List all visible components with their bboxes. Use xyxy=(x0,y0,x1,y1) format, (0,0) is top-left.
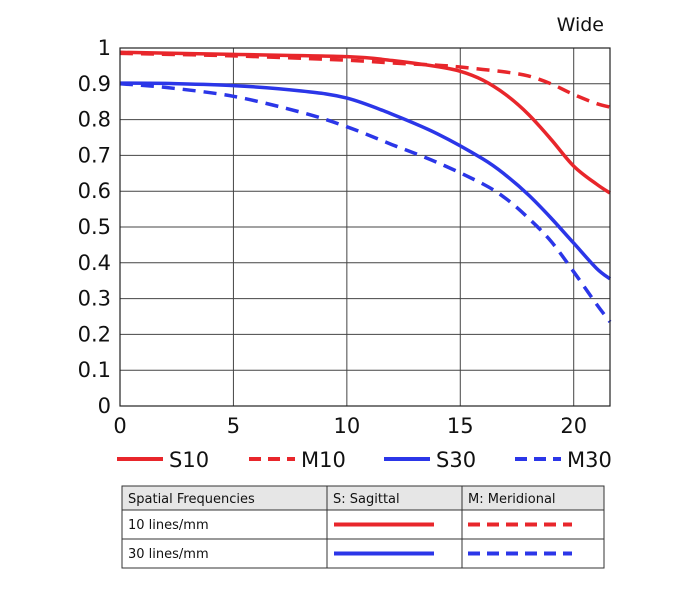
key-table-border xyxy=(121,485,605,569)
legend: S10 M10 S30 M30 xyxy=(117,448,612,472)
x-tick-label: 15 xyxy=(447,414,474,438)
grid xyxy=(120,48,610,406)
y-tick-label: 1 xyxy=(98,36,111,60)
chart-title: Wide xyxy=(557,14,604,36)
x-tick-label: 20 xyxy=(560,414,587,438)
legend-label-m10: M10 xyxy=(301,448,346,472)
key-table-header: S: Sagittal xyxy=(333,492,400,507)
key-table-header-bg xyxy=(122,486,604,510)
x-tick-label: 10 xyxy=(333,414,360,438)
legend-label-s30: S30 xyxy=(436,448,476,472)
key-table-row-label: 10 lines/mm xyxy=(128,518,209,533)
y-tick-label: 0.7 xyxy=(78,143,111,167)
plot-frame xyxy=(119,47,611,407)
y-tick-label: 0.2 xyxy=(78,322,111,346)
legend-label-s10: S10 xyxy=(169,448,209,472)
key-table-header: Spatial Frequencies xyxy=(128,492,255,507)
series-line-s30 xyxy=(119,81,612,281)
series-line-s10 xyxy=(119,50,611,195)
y-tick-label: 0.1 xyxy=(78,358,111,382)
y-tick-label: 0.9 xyxy=(78,72,111,96)
tick-labels: 0 5 10 15 20 0 0.1 0.2 0.3 0.4 0.5 0.6 0.7 0.8 0.9 1 xyxy=(78,36,587,438)
y-tick-label: 0.5 xyxy=(78,215,111,239)
key-table-row-label: 30 lines/mm xyxy=(128,547,209,562)
legend-label-m30: M30 xyxy=(567,448,612,472)
y-tick-label: 0.8 xyxy=(78,108,111,132)
series-line-m30 xyxy=(119,82,612,323)
x-tick-label: 0 xyxy=(113,414,126,438)
y-tick-label: 0.6 xyxy=(78,179,111,203)
series-lines xyxy=(119,50,612,323)
y-tick-label: 0.4 xyxy=(78,251,111,275)
y-tick-label: 0.3 xyxy=(78,287,111,311)
series-line-m10 xyxy=(119,51,611,109)
y-tick-label: 0 xyxy=(98,394,111,418)
key-table-header: M: Meridional xyxy=(468,492,556,507)
x-tick-label: 5 xyxy=(227,414,240,438)
key-table: Spatial Frequencies S: Sagittal M: Meridio… xyxy=(121,485,605,569)
